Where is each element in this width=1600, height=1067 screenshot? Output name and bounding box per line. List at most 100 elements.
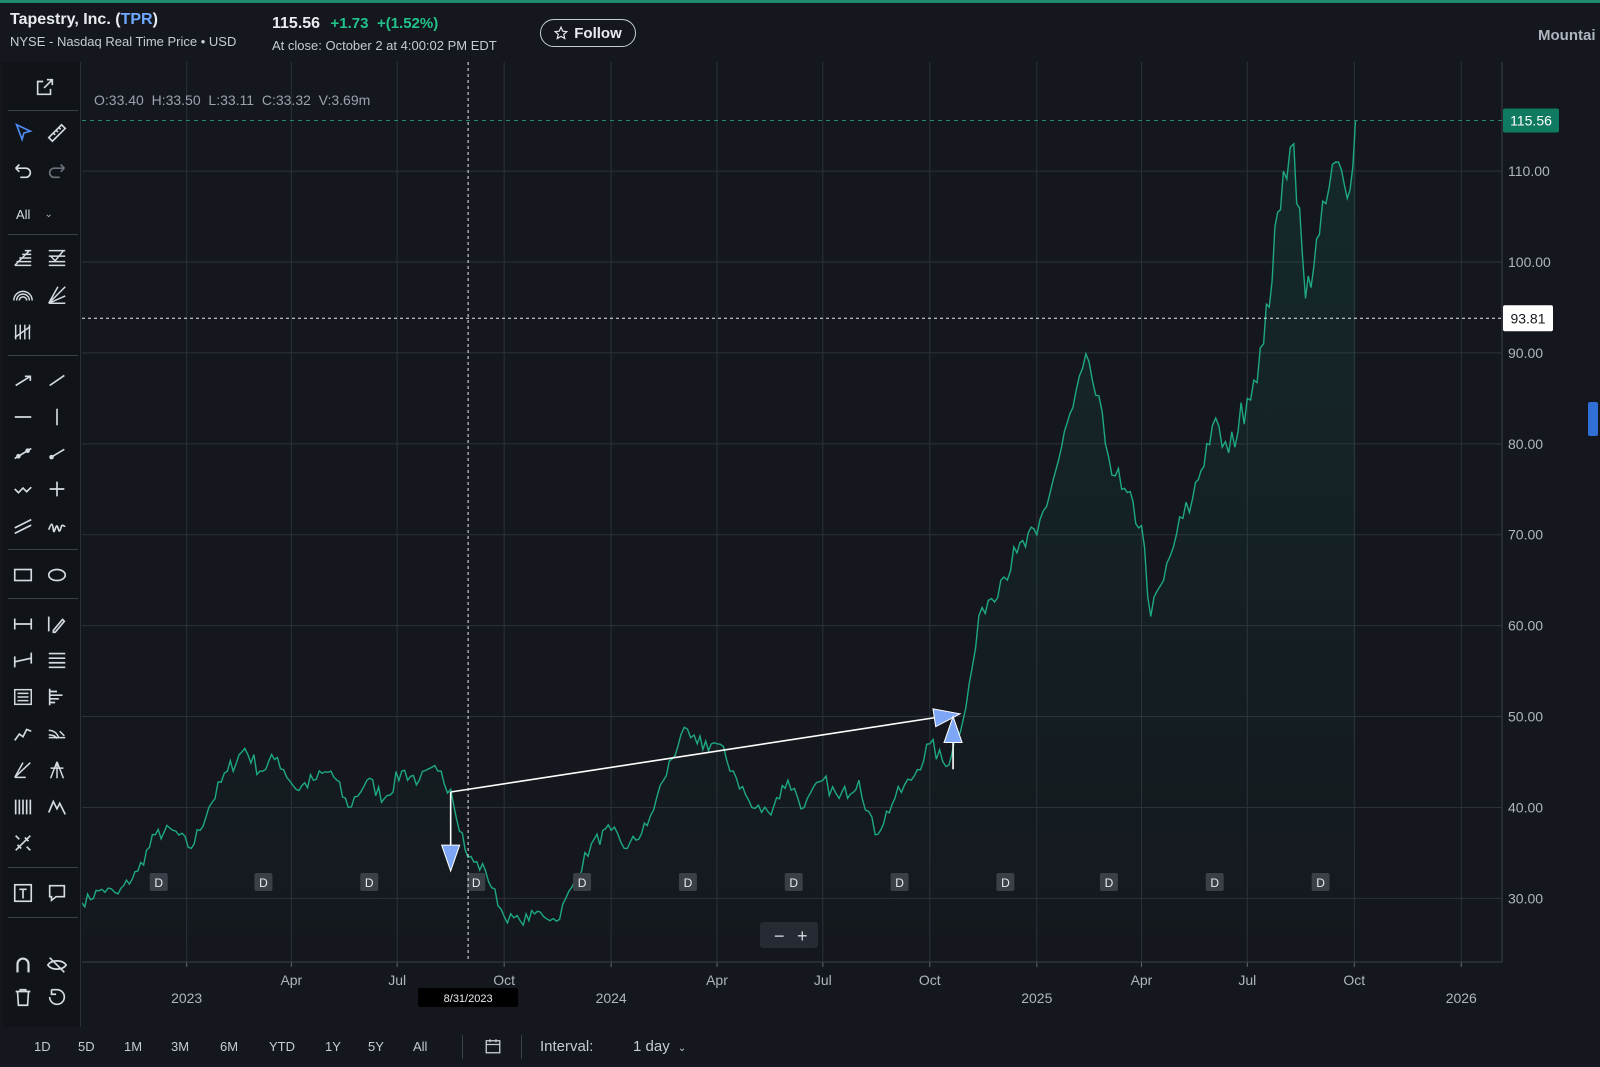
elliott-wave-icon[interactable]	[44, 794, 70, 820]
ellipse-icon[interactable]	[44, 562, 70, 588]
rectangle-icon[interactable]	[10, 562, 36, 588]
zoom-out-button[interactable]: −	[774, 926, 785, 946]
arrow-icon[interactable]	[10, 367, 36, 393]
callout-icon[interactable]	[44, 880, 70, 906]
dividend-marker-label: D	[578, 876, 587, 890]
dividend-marker	[890, 873, 909, 891]
x-month-label: Apr	[1131, 972, 1153, 988]
range-1d[interactable]: 1D	[34, 1039, 51, 1054]
trash-icon[interactable]	[10, 984, 36, 1010]
filter-select[interactable]: All ⌄	[16, 202, 68, 226]
reset-icon[interactable]	[44, 984, 70, 1010]
external-link-icon[interactable]	[32, 74, 58, 100]
crosshair-icon[interactable]	[44, 476, 70, 502]
bars-pattern-icon[interactable]	[44, 684, 70, 710]
fib-fan-icon[interactable]	[44, 282, 70, 308]
x-month-label: Apr	[280, 972, 302, 988]
ray-icon[interactable]	[44, 440, 70, 466]
last-price: 115.56	[272, 15, 321, 32]
ticker-symbol[interactable]: TPR	[120, 11, 153, 28]
crosshair-date-tag	[418, 988, 519, 1007]
range-6m[interactable]: 6M	[220, 1039, 239, 1054]
measure-tool-icon[interactable]	[10, 830, 36, 856]
interval-label: Interval:	[540, 1038, 594, 1055]
cycle-lines-icon[interactable]	[10, 794, 36, 820]
fib-trend-icon[interactable]	[44, 245, 70, 271]
follow-button[interactable]: Follow	[540, 19, 636, 47]
x-month-label: Oct	[919, 972, 941, 988]
pitchfork-lines-icon[interactable]	[10, 319, 36, 345]
horizontal-line-icon[interactable]	[10, 404, 36, 430]
redo-icon[interactable]	[44, 157, 70, 183]
fib-circle-icon[interactable]	[10, 282, 36, 308]
range-3m[interactable]: 3M	[171, 1039, 190, 1054]
x-month-label: Jul	[814, 972, 832, 988]
chevron-down-icon: ⌄	[677, 1043, 687, 1054]
range-5d[interactable]: 5D	[78, 1039, 95, 1054]
dividend-marker-label: D	[1105, 876, 1114, 890]
range-ytd[interactable]: YTD	[269, 1039, 295, 1054]
fib-retracement-icon[interactable]	[10, 245, 36, 271]
price-chart[interactable]: D D D D D D D D D D D D 30.00 40.00 50.00 60.00 70.00 80…	[82, 62, 1600, 1027]
date-range-icon[interactable]	[10, 611, 36, 637]
range-1m[interactable]: 1M	[124, 1039, 143, 1054]
extended-line-icon[interactable]	[10, 440, 36, 466]
x-year-label: 2024	[596, 990, 627, 1006]
speed-fan-icon[interactable]	[44, 721, 70, 747]
andrews-pitchfork-icon[interactable]	[44, 757, 70, 783]
x-month-label: Apr	[706, 972, 728, 988]
footer-bar: 1D 5D 1M 3M 6M YTD 1Y 5Y All Interval: 1…	[0, 1027, 1600, 1067]
text-icon[interactable]	[10, 880, 36, 906]
vertical-line-icon[interactable]	[44, 404, 70, 430]
price-block: 115.56 +1.73 +(1.52%)	[272, 15, 438, 33]
dividend-marker	[1099, 873, 1118, 891]
y-tick-label: 70.00	[1508, 527, 1543, 543]
zoom-controls-bg	[760, 922, 818, 948]
magnet-icon[interactable]	[10, 952, 36, 978]
y-tick-label: 80.00	[1508, 436, 1543, 452]
x-year-label: 2025	[1021, 990, 1052, 1006]
dividend-marker	[467, 873, 486, 891]
cursor-icon[interactable]	[10, 120, 36, 146]
x-month-label: Oct	[493, 972, 515, 988]
brush-icon[interactable]	[44, 513, 70, 539]
zoom-in-button[interactable]: +	[797, 926, 808, 946]
toolbar-separator	[8, 549, 78, 550]
price-area-fill	[82, 120, 1356, 962]
interval-select[interactable]: 1 day ⌄	[633, 1038, 686, 1055]
last-price-tag	[1503, 108, 1559, 133]
hide-drawings-icon[interactable]	[44, 952, 70, 978]
arrowhead	[943, 715, 963, 744]
range-all[interactable]: All	[413, 1039, 428, 1054]
dividend-marker	[784, 873, 803, 891]
dividend-marker-label: D	[154, 876, 163, 890]
text-table-icon[interactable]	[10, 684, 36, 710]
undo-icon[interactable]	[10, 157, 36, 183]
ruler-icon[interactable]	[44, 120, 70, 146]
chart-canvas[interactable]: D D D D D D D D D D D D 30.00 40.00 50.00 60.00 70.00 80…	[82, 62, 1600, 1027]
range-5y[interactable]: 5Y	[368, 1039, 384, 1054]
y-tick-label: 60.00	[1508, 618, 1543, 634]
trend-line-icon[interactable]	[44, 367, 70, 393]
chevron-down-icon: ⌄	[44, 208, 53, 220]
close-time: At close: October 2 at 4:00:02 PM EDT	[272, 38, 497, 53]
pencil-icon[interactable]	[44, 611, 70, 637]
parallel-channel-icon[interactable]	[10, 513, 36, 539]
x-month-label: Jul	[388, 972, 406, 988]
region-label: Mountai	[1538, 27, 1596, 44]
drawn-arrows[interactable]	[440, 708, 963, 873]
calendar-icon[interactable]	[484, 1037, 502, 1060]
gann-box-icon[interactable]	[10, 757, 36, 783]
horizontal-lines-icon[interactable]	[44, 647, 70, 673]
price-range-icon[interactable]	[10, 647, 36, 673]
x-year-label: 2026	[1446, 990, 1477, 1006]
range-1y[interactable]: 1Y	[325, 1039, 341, 1054]
ohlc-readout: O:33.40 H:33.50 L:33.11 C:33.32 V:3.69m	[94, 92, 370, 108]
panel-expand-handle	[1588, 402, 1598, 436]
toolbar-separator	[8, 355, 78, 356]
y-tick-label: 100.00	[1508, 254, 1551, 270]
xabcd-pattern-icon[interactable]	[10, 721, 36, 747]
path-icon[interactable]	[10, 476, 36, 502]
zoom-controls[interactable]: − +	[760, 922, 818, 948]
footer-separator	[462, 1035, 463, 1059]
